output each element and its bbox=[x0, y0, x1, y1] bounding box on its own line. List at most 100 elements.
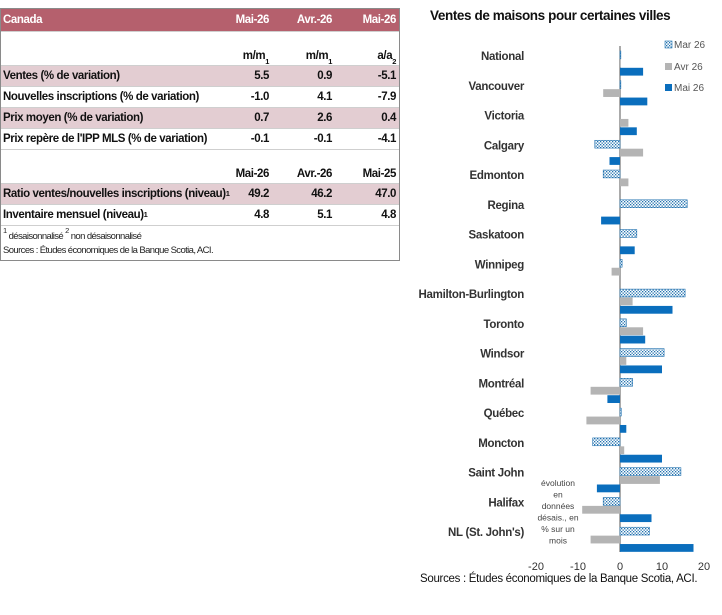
annotation-line: désais., en bbox=[537, 513, 578, 523]
subheader-col3: a/a 2 bbox=[377, 50, 396, 66]
header-col2: Avr.-26 bbox=[296, 14, 333, 26]
category-label: Edmonton bbox=[470, 170, 525, 182]
footnote-text2: non désaisonnalisé bbox=[68, 231, 142, 242]
bar-mai-26 bbox=[620, 97, 648, 106]
legend-swatch bbox=[665, 63, 672, 70]
bar-avr-26 bbox=[611, 267, 620, 276]
bar-mai-26 bbox=[609, 157, 620, 165]
table-title: Canada bbox=[3, 14, 43, 26]
table-subheader2-row: Mai-26 Avr.-26 Mai-25 bbox=[1, 150, 399, 184]
category-label: Vancouver bbox=[469, 81, 525, 93]
row-value: 49.2 bbox=[248, 188, 269, 200]
bar-avr-26 bbox=[620, 178, 629, 187]
chart-legend: Mar 26 Avr 26 Mai 26 bbox=[664, 40, 706, 94]
table-header-row: Canada Mai-26 Avr.-26 Mai-26 bbox=[1, 9, 399, 32]
bar-avr-26 bbox=[590, 535, 620, 544]
row-value: 0.7 bbox=[254, 112, 269, 124]
annotation-line: mois bbox=[549, 536, 567, 546]
bar-mai-26 bbox=[620, 246, 635, 255]
x-tick-label: 0 bbox=[617, 561, 623, 573]
subheader-col1: m/m 1 bbox=[242, 50, 270, 66]
header-col3: Mai-26 bbox=[362, 14, 397, 26]
row-label: Nouvelles inscriptions (% de variation) bbox=[3, 91, 199, 103]
row-value: -7.9 bbox=[377, 91, 397, 103]
subheader-col1-text: m/m bbox=[242, 50, 266, 62]
row-value: 0.4 bbox=[381, 112, 396, 124]
x-axis-ticks: -20 -10 0 10 20 bbox=[528, 561, 710, 573]
subheader-col3-text: a/a bbox=[377, 50, 393, 62]
category-label: Victoria bbox=[484, 111, 524, 123]
row-value: -0.1 bbox=[250, 133, 270, 145]
bar-mai-26 bbox=[620, 424, 627, 433]
category-label: National bbox=[481, 51, 524, 63]
table-footnote: 1 désaisonnalisé 2 non désaisonnalisé So… bbox=[1, 226, 399, 260]
table-row: Ventes (% de variation) 5.5 0.9 -5.1 bbox=[1, 66, 399, 87]
chart-title: Ventes de maisons pour certaines villes bbox=[430, 8, 671, 23]
category-label: Windsor bbox=[480, 349, 525, 361]
bar-mai-26 bbox=[620, 544, 694, 552]
table-row: Prix repère de l'IPP MLS (% de variation… bbox=[1, 129, 399, 150]
bar-mar-26 bbox=[619, 229, 638, 238]
bar-avr-26 bbox=[620, 118, 629, 127]
bar-mar-26 bbox=[619, 526, 650, 536]
housing-summary-table: Canada Mai-26 Avr.-26 Mai-26 m/m 1 m/m 1 a… bbox=[0, 8, 400, 261]
annotation-line: données bbox=[542, 501, 575, 511]
category-label: Hamilton-Burlington bbox=[419, 289, 525, 301]
bar-mar-26 bbox=[619, 50, 622, 60]
bar-mar-26 bbox=[619, 318, 627, 327]
bar-mai-26 bbox=[620, 305, 673, 314]
row-label: Prix repère de l'IPP MLS (% de variation… bbox=[3, 133, 208, 145]
bar-avr-26 bbox=[582, 505, 620, 514]
x-tick-label: 20 bbox=[698, 561, 710, 573]
category-label: Regina bbox=[487, 200, 524, 212]
table-row: Ratio ventes/nouvelles inscriptions (niv… bbox=[1, 184, 399, 205]
bar-mar-26 bbox=[619, 288, 686, 298]
bar-mar-26 bbox=[619, 407, 622, 417]
legend-label: Mar 26 bbox=[674, 40, 706, 51]
footnote-sup1: 1 bbox=[3, 226, 7, 235]
subheader2-col3: Mai-25 bbox=[362, 168, 397, 180]
table-row: Nouvelles inscriptions (% de variation) … bbox=[1, 87, 399, 108]
category-label: NL (St. John's) bbox=[448, 527, 524, 539]
category-label: Calgary bbox=[484, 140, 525, 152]
row-value: 4.8 bbox=[254, 209, 269, 221]
category-label: Saint John bbox=[468, 468, 524, 480]
bar-mai-26 bbox=[620, 514, 652, 523]
table-row: Prix moyen (% de variation) 0.7 2.6 0.4 bbox=[1, 108, 399, 129]
bar-mai-26 bbox=[620, 127, 637, 136]
bar-mar-26 bbox=[602, 497, 621, 506]
x-tick-label: 10 bbox=[656, 561, 668, 573]
footnote-line: 1 désaisonnalisé 2 non désaisonnalisé bbox=[3, 227, 397, 244]
x-tick-label: -10 bbox=[570, 561, 586, 573]
row-label-text: Inventaire mensuel (niveau) bbox=[3, 209, 144, 221]
category-label: Montréal bbox=[478, 378, 524, 390]
category-label: Saskatoon bbox=[469, 230, 525, 242]
row-value: 2.6 bbox=[317, 112, 332, 124]
bar-mai-26 bbox=[620, 454, 662, 463]
row-label-text: Ratio ventes/nouvelles inscriptions (niv… bbox=[3, 188, 226, 200]
row-value: 4.8 bbox=[381, 209, 396, 221]
annotation-line: % sur un bbox=[541, 524, 575, 534]
row-value: 47.0 bbox=[375, 188, 396, 200]
category-labels: National Vancouver Victoria Calgary Edmonton… bbox=[419, 51, 526, 539]
category-label: Québec bbox=[484, 408, 525, 420]
table-subheader-row: m/m 1 m/m 1 a/a 2 bbox=[1, 32, 399, 66]
row-label: Inventaire mensuel (niveau) 1 bbox=[3, 209, 148, 221]
bar-mai-26 bbox=[620, 365, 662, 374]
footnote-text1: désaisonnalisé bbox=[6, 231, 66, 242]
bar-avr-26 bbox=[620, 59, 621, 68]
row-label: Ratio ventes/nouvelles inscriptions (niv… bbox=[3, 188, 230, 200]
bar-mar-26 bbox=[592, 437, 621, 447]
bar-mar-26 bbox=[602, 169, 621, 179]
bar-mar-26 bbox=[619, 467, 682, 476]
legend-swatch bbox=[665, 84, 672, 91]
bar-avr-26 bbox=[586, 416, 620, 425]
header-col1: Mai-26 bbox=[235, 14, 270, 26]
bar-mai-26 bbox=[620, 67, 644, 76]
bar-mar-26 bbox=[594, 139, 621, 149]
bar-mai-26 bbox=[596, 484, 620, 493]
annotation-line: évolution bbox=[541, 478, 575, 488]
subheader-col2: m/m 1 bbox=[305, 50, 333, 66]
bar-avr-26 bbox=[620, 327, 644, 336]
